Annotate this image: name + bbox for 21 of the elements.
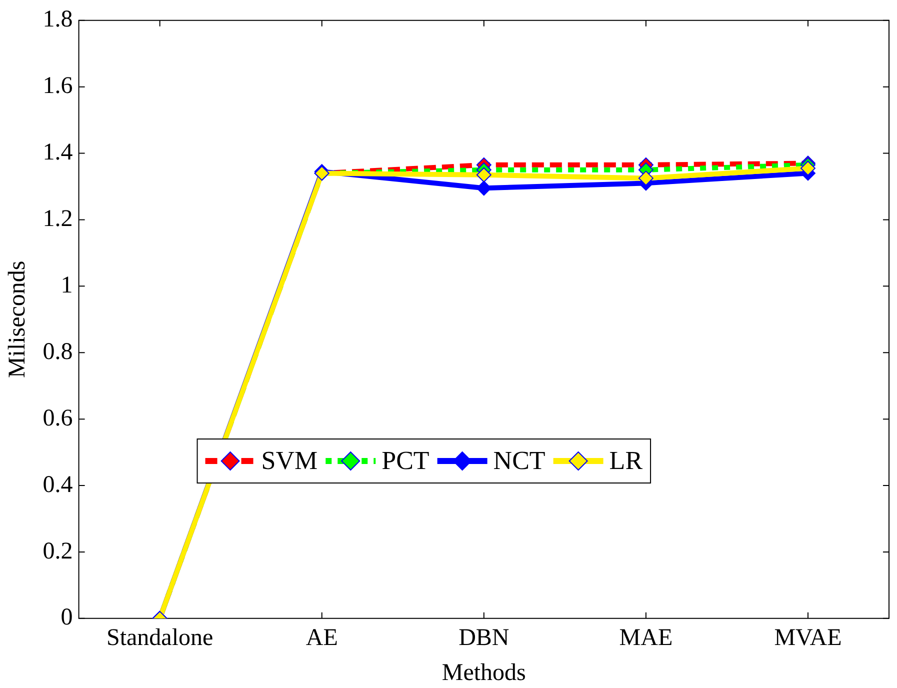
x-axis-title: Methods	[442, 660, 526, 686]
x-tick-label: Standalone	[106, 625, 214, 652]
legend-label: NCT	[493, 446, 546, 475]
x-tick-label: MVAE	[774, 625, 842, 652]
y-axis-title: Miliseconds	[4, 260, 31, 378]
y-tick-label: 1.2	[42, 206, 73, 232]
y-tick-label: 0.4	[42, 472, 73, 498]
y-tick-label: 1.4	[42, 140, 73, 166]
legend-label: SVM	[261, 446, 318, 475]
x-tick-label: MAE	[619, 625, 673, 652]
legend-label: LR	[609, 446, 644, 475]
y-tick-label: 1	[60, 272, 73, 298]
y-tick-label: 1.6	[42, 73, 73, 100]
y-tick-label: 0	[60, 604, 73, 631]
legend-label: PCT	[382, 446, 430, 475]
y-tick-label: 0.2	[42, 538, 73, 564]
y-tick-label: 0.6	[42, 405, 73, 432]
y-tick-label: 1.8	[42, 6, 73, 33]
x-tick-label: DBN	[458, 625, 510, 652]
y-tick-label: 0.8	[42, 338, 73, 365]
x-tick-label: AE	[306, 625, 338, 652]
